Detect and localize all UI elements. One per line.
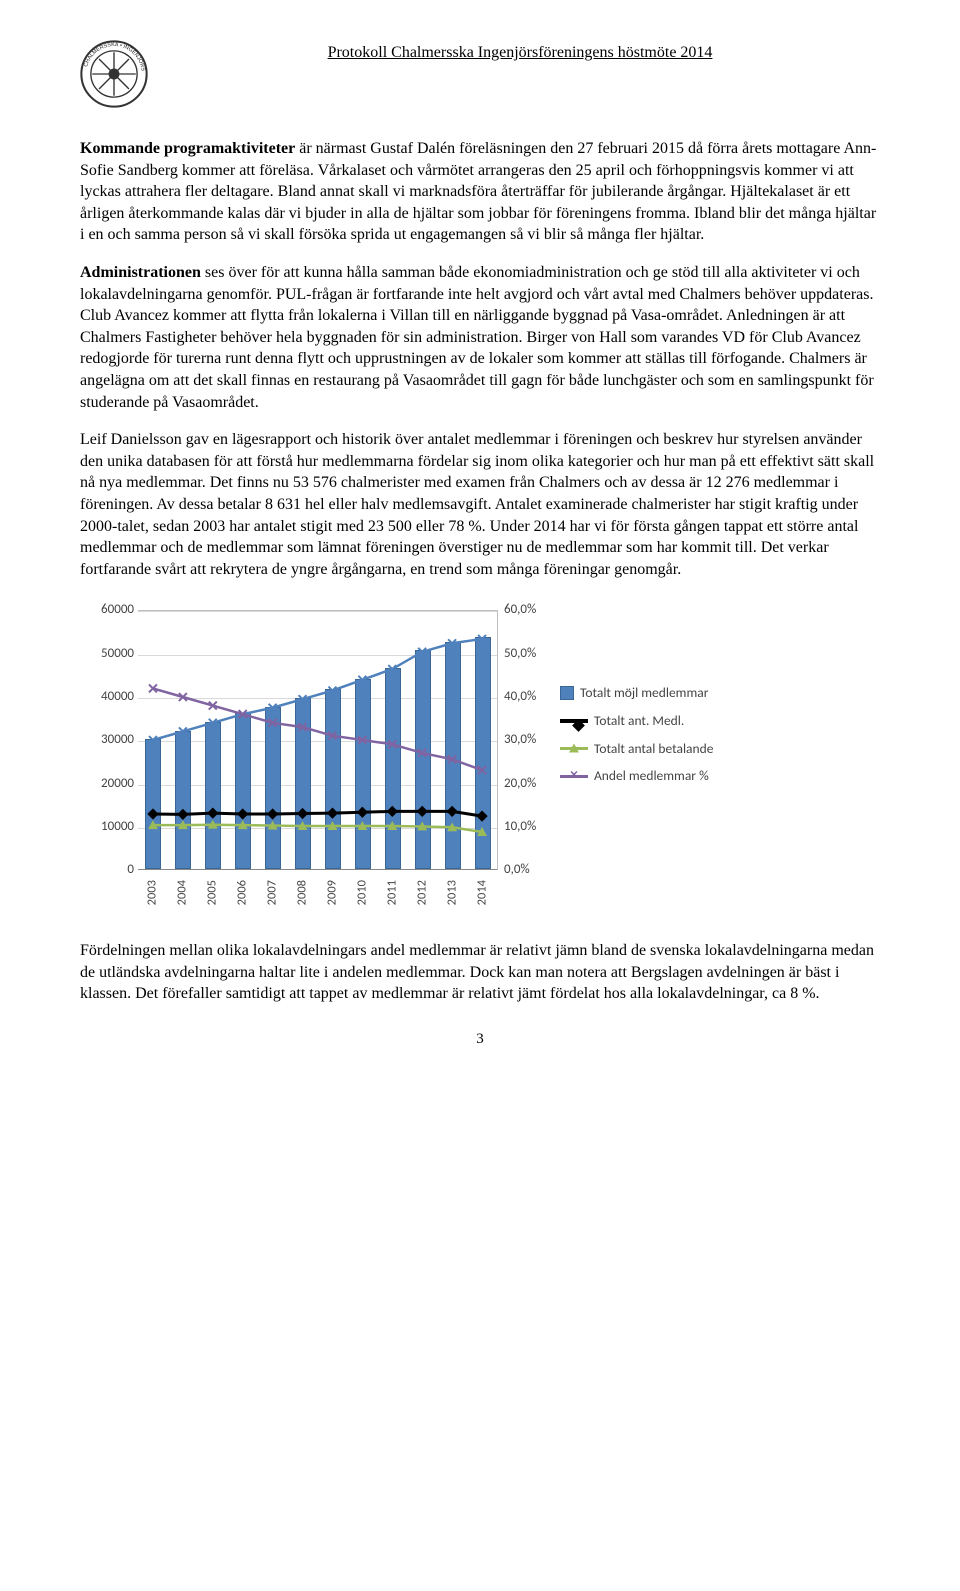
legend-label: Totalt antal betalande bbox=[594, 736, 713, 762]
chart-legend: Totalt möjl medlemmarTotalt ant. Medl.To… bbox=[560, 680, 713, 791]
ytick-right: 10,0% bbox=[504, 818, 536, 836]
ytick-left: 0 bbox=[84, 862, 134, 880]
x-tick-label: 2004 bbox=[175, 880, 192, 905]
header: CHALMERSSKA • INGENJÖRS Protokoll Chalme… bbox=[80, 40, 880, 108]
page-number: 3 bbox=[80, 1029, 880, 1049]
logo-seal: CHALMERSSKA • INGENJÖRS bbox=[80, 40, 148, 108]
page-title: Protokoll Chalmersska Ingenjörsföreninge… bbox=[160, 40, 880, 64]
ytick-left: 50000 bbox=[84, 645, 134, 663]
ytick-left: 10000 bbox=[84, 818, 134, 836]
x-tick-label: 2014 bbox=[475, 880, 492, 905]
legend-item: Totalt ant. Medl. bbox=[560, 708, 713, 734]
x-tick-label: 2011 bbox=[385, 880, 402, 905]
legend-label: Totalt möjl medlemmar bbox=[580, 680, 708, 706]
x-tick-label: 2008 bbox=[295, 880, 312, 905]
p2-text: ses över för att kunna hålla samman både… bbox=[80, 264, 874, 411]
x-tick-label: 2009 bbox=[325, 880, 342, 905]
ytick-left: 60000 bbox=[84, 602, 134, 620]
ytick-left: 30000 bbox=[84, 732, 134, 750]
legend-label: Totalt ant. Medl. bbox=[594, 708, 684, 734]
ytick-right: 20,0% bbox=[504, 775, 536, 793]
chart-plot-area bbox=[138, 610, 498, 870]
x-tick-label: 2006 bbox=[235, 880, 252, 905]
document-body: Kommande programaktiviteter är närmast G… bbox=[80, 138, 880, 580]
document-body-after: Fördelningen mellan olika lokalavdelning… bbox=[80, 940, 880, 1005]
ytick-right: 40,0% bbox=[504, 688, 536, 706]
x-tick-label: 2003 bbox=[145, 880, 162, 905]
paragraph-4: Fördelningen mellan olika lokalavdelning… bbox=[80, 940, 880, 1005]
legend-item: ✕Andel medlemmar % bbox=[560, 763, 713, 789]
ytick-right: 30,0% bbox=[504, 732, 536, 750]
p1-bold: Kommande programaktiviteter bbox=[80, 140, 295, 157]
paragraph-1: Kommande programaktiviteter är närmast G… bbox=[80, 138, 880, 246]
chart-x-labels: 2003 2004 2005 2006 2007 2008 2009 2010 2011 2012… bbox=[138, 876, 498, 926]
legend-item: Totalt antal betalande bbox=[560, 736, 713, 762]
membership-chart: 2003 2004 2005 2006 2007 2008 2009 2010 2011 2012… bbox=[80, 600, 720, 930]
paragraph-3: Leif Danielsson gav en lägesrapport och … bbox=[80, 429, 880, 580]
ytick-left: 20000 bbox=[84, 775, 134, 793]
x-tick-label: 2010 bbox=[355, 880, 372, 905]
x-tick-label: 2005 bbox=[205, 880, 222, 905]
ytick-right: 0,0% bbox=[504, 862, 530, 880]
x-tick-label: 2012 bbox=[415, 880, 432, 905]
paragraph-2: Administrationen ses över för att kunna … bbox=[80, 262, 880, 413]
x-tick-label: 2013 bbox=[445, 880, 462, 905]
ytick-left: 40000 bbox=[84, 688, 134, 706]
legend-label: Andel medlemmar % bbox=[594, 763, 709, 789]
x-tick-label: 2007 bbox=[265, 880, 282, 905]
ytick-right: 50,0% bbox=[504, 645, 536, 663]
p2-bold: Administrationen bbox=[80, 264, 201, 281]
ytick-right: 60,0% bbox=[504, 602, 536, 620]
legend-item: Totalt möjl medlemmar bbox=[560, 680, 713, 706]
